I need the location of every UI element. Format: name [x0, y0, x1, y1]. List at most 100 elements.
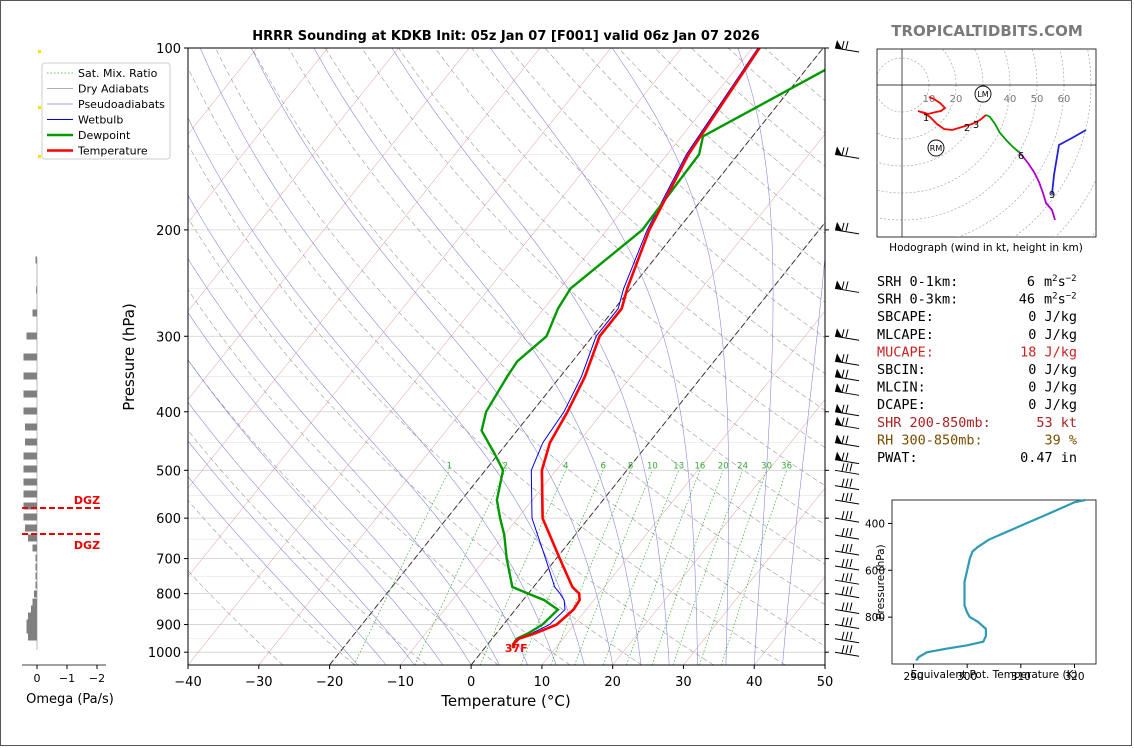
dry-adiabat — [188, 289, 571, 665]
omega-bar — [23, 465, 37, 473]
omega-tick-label: −1 — [59, 672, 75, 685]
barb-feather — [845, 492, 849, 502]
hodograph-ring-label: 10 — [923, 94, 936, 105]
barb-feather — [841, 40, 845, 50]
x-tick-label: 10 — [534, 675, 551, 690]
barb-feather — [845, 543, 849, 553]
x-tick-label: 50 — [817, 675, 834, 690]
barb-feather — [849, 543, 853, 553]
omega-bar — [23, 353, 37, 361]
index-value: 0 J/kg — [1028, 397, 1077, 413]
omega-bar — [23, 513, 37, 521]
hodograph-ring-label: 20 — [950, 94, 963, 105]
barb-flag — [835, 146, 842, 156]
mixing-ratio-line — [699, 470, 767, 665]
barb-feather — [841, 573, 845, 582]
hodograph-ring-label: 50 — [1031, 94, 1044, 105]
wind-barb — [834, 40, 860, 53]
barb-feather — [841, 511, 845, 520]
barb-staff — [834, 517, 860, 523]
barb-feather — [841, 645, 845, 654]
omega-marker — [38, 106, 41, 109]
index-value: 0 J/kg — [1028, 380, 1077, 396]
temperature-profile — [511, 48, 761, 649]
omega-axis-label: Omega (Pa/s) — [26, 692, 114, 707]
mixing-ratio-label: 36 — [781, 461, 792, 471]
pseudoadiabat — [251, 48, 613, 665]
barb-staff — [834, 376, 860, 382]
mixing-ratio-label: 10 — [647, 461, 658, 471]
barb-staff — [834, 287, 860, 293]
mixing-ratio-line — [626, 470, 701, 665]
omega-bar — [32, 309, 37, 317]
y-tick-label: 800 — [156, 588, 181, 603]
wind-barb — [834, 146, 860, 159]
omega-bar — [34, 590, 37, 598]
index-unit: m2s−2 — [1044, 274, 1077, 290]
barb-feather — [845, 586, 849, 595]
hodograph-title: Hodograph (wind in kt, height in km) — [889, 242, 1083, 254]
barb-staff — [834, 499, 860, 505]
dry-adiabat — [544, 48, 825, 303]
index-label: SHR 200-850mb: — [877, 415, 991, 431]
dry-adiabat — [251, 48, 825, 605]
barb-feather — [841, 404, 845, 413]
omega-bar — [32, 598, 37, 606]
ept-y-tick-label: 800 — [865, 612, 885, 624]
pseudoadiabat — [188, 359, 444, 665]
barb-staff — [834, 335, 860, 341]
x-tick-label: −20 — [316, 675, 343, 690]
mixing-ratio-label: 6 — [600, 461, 605, 471]
barb-feather — [849, 492, 853, 502]
barb-feather — [849, 511, 853, 520]
legend-label: Dewpoint — [78, 129, 131, 142]
index-label: MLCAPE: — [877, 327, 934, 343]
barb-feather — [841, 586, 845, 595]
barb-feather — [841, 329, 845, 338]
legend-label: Wetbulb — [78, 114, 123, 127]
ept-x-tick-label: 300 — [957, 671, 977, 683]
barb-feather — [845, 369, 849, 378]
index-value: 0.47 in — [1020, 450, 1077, 466]
wind-barb — [834, 221, 860, 235]
barb-staff — [834, 229, 860, 235]
omega-bar — [25, 524, 37, 532]
y-tick-label: 100 — [156, 42, 181, 57]
barb-flag — [835, 416, 842, 426]
wetbulb-profile — [512, 48, 759, 649]
ept-panel: 290 300 310 320 400 600 800 Equivalent Pot. Tem… — [865, 498, 1097, 683]
wind-barb — [834, 368, 860, 382]
hodograph-trace — [1051, 129, 1087, 195]
isotherm — [188, 48, 541, 489]
barb-feather — [841, 369, 845, 378]
dewpoint-profile — [480, 68, 825, 649]
barb-staff — [834, 424, 860, 430]
index-value: 53 kt — [1036, 415, 1077, 431]
ept-profile — [915, 498, 1086, 662]
barb-staff — [834, 550, 860, 556]
x-tick-label: −10 — [387, 675, 414, 690]
barb-staff — [834, 579, 860, 585]
barb-feather — [849, 527, 853, 537]
dry-adiabat — [471, 48, 825, 375]
y-tick-label: 600 — [156, 512, 181, 527]
mixing-ratio-line — [353, 470, 450, 665]
barb-feather — [841, 617, 845, 626]
dgz-label: DGZ — [74, 539, 100, 552]
wind-barb — [834, 602, 860, 615]
legend-label: Temperature — [77, 145, 148, 158]
omega-bar — [35, 256, 37, 264]
dry-adiabat — [288, 48, 825, 565]
wind-barb — [834, 353, 860, 366]
mixing-ratio-line — [721, 470, 787, 665]
barb-staff — [834, 565, 860, 571]
index-label: RH 300-850mb: — [877, 432, 983, 448]
mixing-ratio-line — [574, 470, 653, 665]
barb-staff — [834, 47, 860, 53]
mixing-ratio-label: 24 — [737, 461, 748, 471]
omega-bar — [35, 572, 37, 580]
omega-panel: 0 −1 −2 Omega (Pa/s) DGZ DGZ — [22, 50, 114, 707]
index-unit: m2s−2 — [1044, 292, 1077, 308]
hodograph-trace — [1019, 152, 1056, 221]
